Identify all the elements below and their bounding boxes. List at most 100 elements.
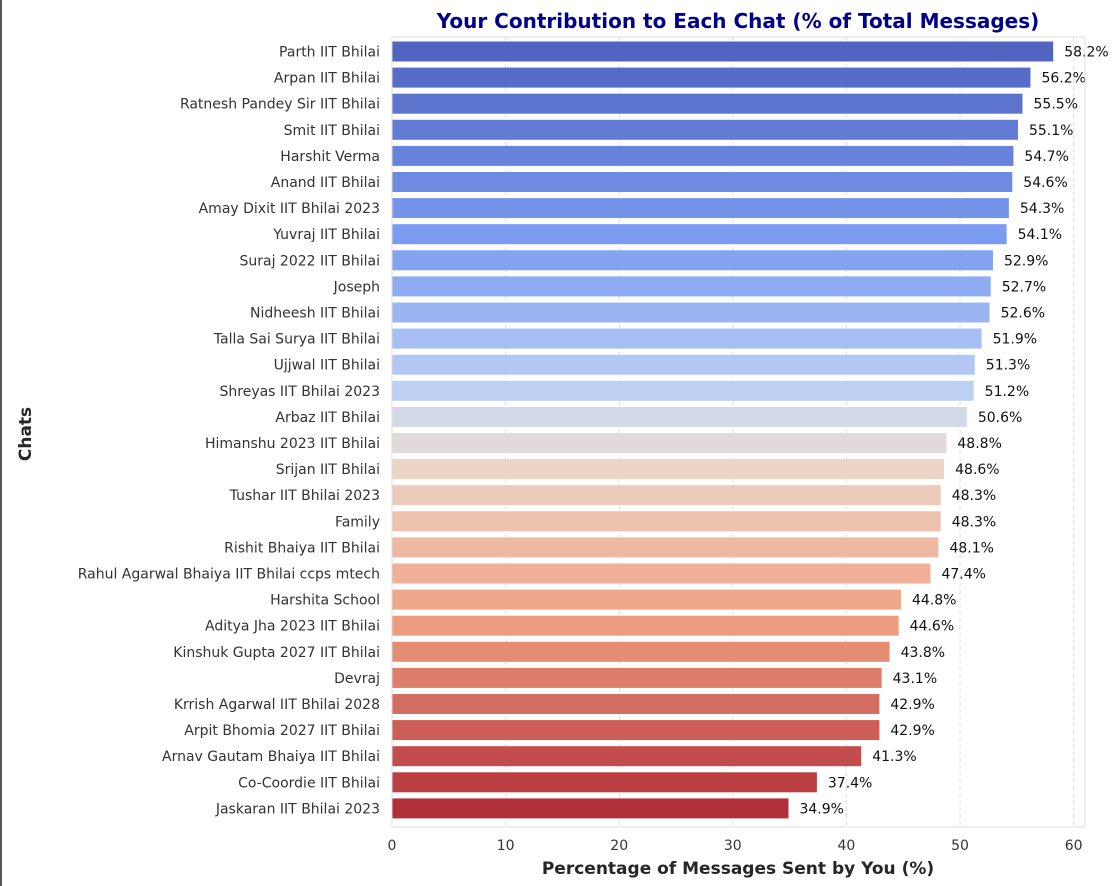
bar-value-label: 51.2% <box>985 384 1029 400</box>
chart-title: Your Contribution to Each Chat (% of Tot… <box>436 9 1040 33</box>
y-tick-label: Shreyas IIT Bhilai 2023 <box>220 384 381 400</box>
bar-value-label: 54.7% <box>1024 149 1068 165</box>
bar-value-label: 37.4% <box>828 775 872 791</box>
bar-value-label: 47.4% <box>941 567 985 583</box>
plot-area-border <box>391 36 1086 828</box>
bar <box>392 720 880 741</box>
bar <box>392 433 947 453</box>
y-tick-label: Himanshu 2023 IIT Bhilai <box>205 436 380 452</box>
y-tick-label: Harshit Verma <box>280 149 380 165</box>
y-tick-label: Jaskaran IIT Bhilai 2023 <box>215 801 380 817</box>
bar-value-label: 55.5% <box>1034 97 1078 113</box>
bar <box>392 746 862 767</box>
bar-value-label: 48.6% <box>955 462 999 478</box>
bar <box>392 641 890 662</box>
y-tick-label: Amay Dixit IIT Bhilai 2023 <box>199 201 380 217</box>
y-tick-label: Harshita School <box>270 593 380 609</box>
bar-value-label: 48.1% <box>949 540 993 556</box>
bar <box>392 224 1007 245</box>
bar-value-label: 55.1% <box>1029 123 1073 139</box>
y-tick-label: Ujjwal IIT Bhilai <box>274 358 380 374</box>
bar <box>392 328 982 349</box>
bar-value-label: 43.8% <box>901 645 945 661</box>
bar-value-label: 42.9% <box>890 697 934 713</box>
bar <box>392 798 789 819</box>
y-tick-label: Anand IIT Bhilai <box>271 175 380 191</box>
bar <box>392 250 993 271</box>
x-tick-label: 0 <box>388 838 397 854</box>
x-tick-label: 60 <box>1065 838 1083 854</box>
bar-value-label: 43.1% <box>893 671 937 687</box>
bar <box>392 511 941 532</box>
bar <box>392 172 1013 192</box>
y-axis-title: Chats <box>16 407 36 461</box>
y-tick-label: Tushar IIT Bhilai 2023 <box>229 488 380 504</box>
bar-value-label: 48.3% <box>952 514 996 530</box>
y-tick-label: Joseph <box>333 279 380 295</box>
bar <box>392 380 974 401</box>
y-tick-label: Suraj 2022 IIT Bhilai <box>240 253 381 269</box>
bar <box>392 276 991 297</box>
bar-value-label: 50.6% <box>978 410 1022 426</box>
bar-value-label: 54.3% <box>1020 201 1064 217</box>
x-tick-label: 20 <box>610 838 628 854</box>
bar <box>392 615 899 636</box>
x-tick-label: 10 <box>497 838 515 854</box>
bar <box>392 537 939 558</box>
bar <box>392 119 1018 140</box>
bar <box>392 485 941 506</box>
bar <box>392 41 1054 62</box>
bar-value-label: 52.7% <box>1002 279 1046 295</box>
x-tick-label: 30 <box>724 838 742 854</box>
bar-value-label: 54.1% <box>1018 227 1062 243</box>
x-tick-label: 50 <box>951 838 969 854</box>
labels-layer: 58.2% 56.2% 55.5% 55.1% 54.7% 54.6% 54.3% 54.1%… <box>799 45 1108 818</box>
bar <box>392 302 990 323</box>
bar-value-label: 51.3% <box>986 358 1030 374</box>
y-tick-label: Smit IIT Bhilai <box>284 123 380 139</box>
bar <box>392 93 1023 114</box>
y-tick-label: Arpan IIT Bhilai <box>274 71 380 87</box>
y-tick-label: Aditya Jha 2023 IIT Bhilai <box>205 619 380 635</box>
bar-value-label: 41.3% <box>872 749 916 765</box>
bar-value-label: 48.8% <box>957 436 1001 452</box>
x-axis-title: Percentage of Messages Sent by You (%) <box>542 859 934 879</box>
bar <box>392 406 967 427</box>
y-tick-label: Talla Sai Surya IIT Bhilai <box>213 332 380 348</box>
bar-value-label: 52.6% <box>1001 306 1045 322</box>
bar-value-label: 44.6% <box>910 619 954 635</box>
y-tick-label: Ratnesh Pandey Sir IIT Bhilai <box>180 97 380 113</box>
bar <box>392 67 1031 88</box>
bar <box>392 772 817 793</box>
bar-value-label: 56.2% <box>1041 71 1085 87</box>
bar <box>392 563 931 584</box>
bar <box>392 198 1009 219</box>
y-tick-labels: Parth IIT Bhilai Arpan IIT Bhilai Ratnesh … <box>78 45 380 818</box>
x-tick-label: 40 <box>838 838 856 854</box>
y-tick-label: Krrish Agarwal IIT Bhilai 2028 <box>174 697 380 713</box>
y-tick-label: Arnav Gautam Bhaiya IIT Bhilai <box>162 749 380 765</box>
bar <box>392 667 882 688</box>
bar <box>392 694 880 714</box>
y-tick-label: Co-Coordie IIT Bhilai <box>238 775 380 791</box>
y-tick-label: Parth IIT Bhilai <box>279 45 380 61</box>
y-tick-label: Kinshuk Gupta 2027 IIT Bhilai <box>173 645 380 661</box>
bar-value-label: 54.6% <box>1023 175 1067 191</box>
bar-value-label: 52.9% <box>1004 253 1048 269</box>
y-tick-label: Rahul Agarwal Bhaiya IIT Bhilai ccps mte… <box>78 567 380 583</box>
bar <box>392 459 945 480</box>
bar-value-label: 48.3% <box>952 488 996 504</box>
y-tick-label: Rishit Bhaiya IIT Bhilai <box>224 540 380 556</box>
y-tick-label: Nidheesh IIT Bhilai <box>250 306 380 322</box>
bars-layer <box>392 41 1054 819</box>
bar-value-label: 44.8% <box>912 593 956 609</box>
bar <box>392 589 901 610</box>
y-tick-label: Devraj <box>334 671 380 687</box>
y-tick-label: Srijan IIT Bhilai <box>276 462 380 478</box>
x-tick-labels: 0 10 20 30 40 50 60 <box>388 838 1083 854</box>
y-tick-label: Yuvraj IIT Bhilai <box>272 227 380 243</box>
bar <box>392 354 975 375</box>
y-tick-label: Arpit Bhomia 2027 IIT Bhilai <box>184 723 380 739</box>
bar-value-label: 34.9% <box>799 801 843 817</box>
